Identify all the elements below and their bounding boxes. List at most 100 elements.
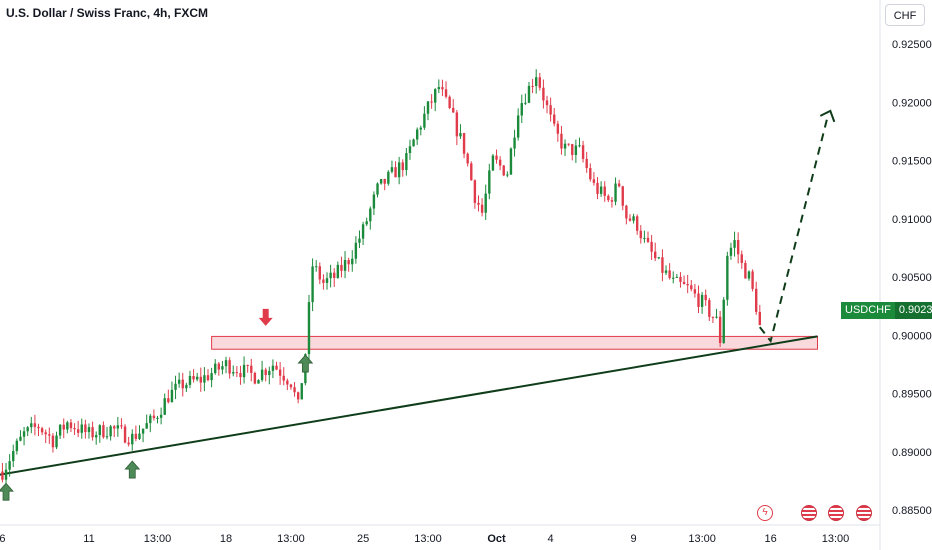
candle-body (614, 183, 617, 202)
candle-body (257, 380, 260, 384)
us-flag-icon[interactable] (856, 505, 872, 521)
candle-body (195, 376, 199, 380)
candle-body (40, 428, 44, 433)
candle-body (711, 316, 715, 318)
trendline (0, 335, 818, 476)
candle-body (232, 372, 235, 374)
candle-body (163, 398, 166, 415)
candle-body (376, 183, 379, 195)
candle-body (48, 434, 51, 436)
candle-body (224, 360, 228, 367)
candle-body (455, 112, 459, 137)
candle-body (113, 426, 116, 429)
candle-body (318, 266, 322, 280)
candle-body (563, 143, 567, 149)
candle-body (567, 143, 570, 145)
x-tick-label: 9 (631, 533, 637, 545)
candle-body (679, 276, 682, 282)
candle-body (574, 145, 578, 155)
candle-body (585, 158, 588, 169)
candles (1, 69, 762, 485)
time-axis: 6 11 13:00 18 13:00 25 13:00 Oct 4 9 13:00 16 13:00 (0, 533, 849, 545)
candle-body (33, 423, 37, 427)
candle-body (250, 365, 253, 373)
candle-body (415, 129, 419, 140)
candle-body (704, 294, 707, 301)
candle-body (12, 451, 15, 462)
x-tick-label: 4 (548, 533, 554, 545)
candle-body (643, 237, 646, 239)
candle-body (80, 424, 83, 433)
x-tick-label: 13:00 (277, 533, 305, 545)
projection-line (759, 113, 830, 344)
projection-arrowhead (819, 109, 836, 123)
candle-body (210, 373, 213, 381)
flash-icon[interactable]: ϟ (757, 505, 773, 521)
candle-body (509, 148, 513, 175)
candle-body (534, 77, 538, 87)
candle-body (369, 208, 372, 222)
up-arrow-icon (0, 482, 14, 501)
candle-body (199, 376, 202, 383)
candle-body (336, 264, 340, 279)
candle-body (448, 96, 451, 108)
candle-body (700, 294, 704, 307)
candle-body (185, 384, 188, 389)
candle-body (650, 241, 653, 252)
x-tick-label: 13:00 (822, 533, 850, 545)
candle-body (401, 162, 404, 171)
candle-body (314, 266, 318, 268)
candle-body (664, 270, 668, 273)
us-flag-icon[interactable] (828, 505, 844, 521)
down-arrow-icon (258, 308, 273, 326)
candle-body (372, 194, 376, 209)
candle-body (159, 414, 163, 418)
price-tag-value: 0.90231 (894, 302, 932, 319)
candle-body (632, 216, 635, 221)
candle-body (235, 372, 239, 374)
chart-title: U.S. Dollar / Swiss Franc, 4h, FXCM (6, 6, 208, 20)
candle-body (607, 195, 610, 201)
candle-body (434, 89, 437, 103)
candle-body (354, 242, 358, 259)
candle-body (221, 366, 224, 370)
candle-body (491, 155, 495, 171)
candle-body (488, 170, 491, 194)
candle-body (610, 200, 614, 202)
candle-body (300, 383, 303, 400)
candle-body (426, 101, 430, 114)
candle-body (668, 270, 671, 278)
candle-body (686, 284, 689, 286)
candle-body (520, 103, 523, 116)
candle-body (340, 264, 343, 271)
candle-body (109, 426, 112, 437)
candle-body (66, 422, 69, 430)
candle-body (390, 167, 394, 172)
us-flag-icon[interactable] (801, 505, 817, 521)
candle-body (26, 427, 29, 432)
candle-body (329, 272, 332, 279)
candle-body (134, 433, 138, 439)
currency-button[interactable]: CHF (885, 4, 925, 26)
candle-body (419, 127, 422, 130)
candle-body (589, 168, 592, 180)
candle-body (733, 240, 736, 248)
y-tick-label: 0.92500 (892, 39, 932, 51)
up-arrow-icon (297, 354, 314, 373)
candle-body (8, 461, 11, 470)
candle-body (322, 279, 325, 283)
candle-body (437, 87, 441, 90)
candle-body (379, 178, 383, 184)
candle-body (264, 369, 267, 376)
candle-body (37, 426, 40, 429)
candle-body (498, 159, 502, 166)
support-zone-rect (211, 335, 819, 350)
candle-body (556, 123, 560, 134)
last-price-tag: USDCHF 0.90231 (841, 302, 932, 319)
candle-body (188, 376, 192, 385)
candle-body (553, 114, 556, 124)
candle-body (444, 89, 448, 97)
candle-body (347, 260, 350, 265)
candle-body (278, 369, 282, 376)
